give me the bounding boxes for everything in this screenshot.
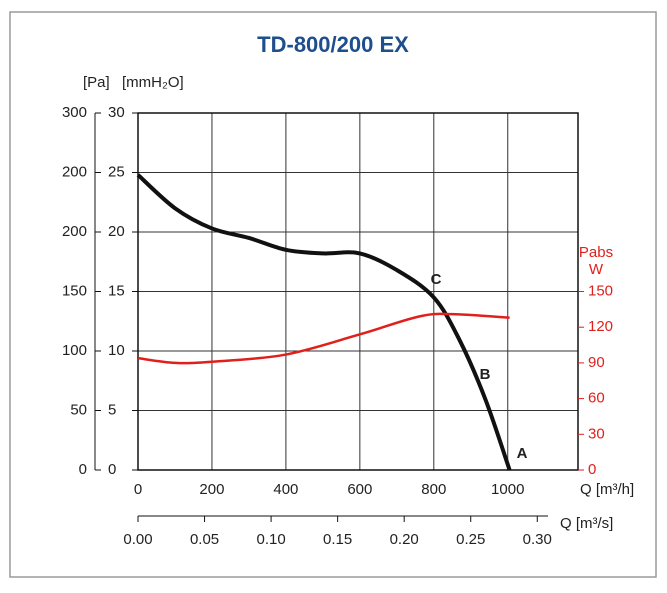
y2-label: Pabs [579, 244, 613, 261]
annotation: A [517, 445, 528, 462]
x2-tick-label: 0.05 [190, 531, 219, 548]
y2-tick-label: 0 [588, 461, 596, 478]
chart-title: TD-800/200 EX [257, 32, 409, 57]
x-tick-label: 200 [199, 481, 224, 498]
y2-tick-label: 30 [588, 425, 605, 442]
annotation: C [431, 271, 442, 288]
y-label-2: [mmH₂O] [122, 74, 184, 91]
x-tick-label: 600 [347, 481, 372, 498]
pa-tick-label: 200 [62, 223, 87, 240]
y-label: [Pa] [83, 74, 110, 91]
x-tick-label: 800 [421, 481, 446, 498]
y-tick-label: 30 [108, 104, 125, 121]
pa-tick-label: 300 [62, 104, 87, 121]
y2-tick-label: 120 [588, 318, 613, 335]
y-tick-label: 15 [108, 282, 125, 299]
y2-unit: W [589, 261, 604, 278]
series-line [137, 312, 510, 365]
y-tick-label: 25 [108, 163, 125, 180]
y-tick-label: 10 [108, 342, 125, 359]
y-tick-label: 20 [108, 223, 125, 240]
x2-tick-label: 0.25 [456, 531, 485, 548]
x2-tick-label: 0.30 [523, 531, 552, 548]
x-tick-label: 1000 [491, 481, 524, 498]
x-tick-label: 0 [134, 481, 142, 498]
pa-tick-label: 150 [62, 282, 87, 299]
x-label: Q [m³/h] [580, 481, 634, 498]
x-tick-label: 400 [273, 481, 298, 498]
x2-label: Q [m³/s] [560, 515, 613, 532]
frame [9, 11, 657, 578]
y-tick-label: 5 [108, 401, 116, 418]
x2-tick-label: 0.10 [256, 531, 285, 548]
y-tick-label: 0 [108, 461, 116, 478]
series-line [136, 173, 512, 471]
x2-tick-label: 0.00 [123, 531, 152, 548]
y2-tick-label: 90 [588, 354, 605, 371]
pa-tick-label: 100 [62, 342, 87, 359]
pa-tick-label: 50 [70, 401, 87, 418]
annotation: B [480, 366, 491, 383]
x2-tick-label: 0.15 [323, 531, 352, 548]
y2-tick-label: 60 [588, 390, 605, 407]
pa-tick-label: 0 [79, 461, 87, 478]
x2-tick-label: 0.20 [390, 531, 419, 548]
y2-tick-label: 150 [588, 282, 613, 299]
pa-tick-label: 200 [62, 163, 87, 180]
